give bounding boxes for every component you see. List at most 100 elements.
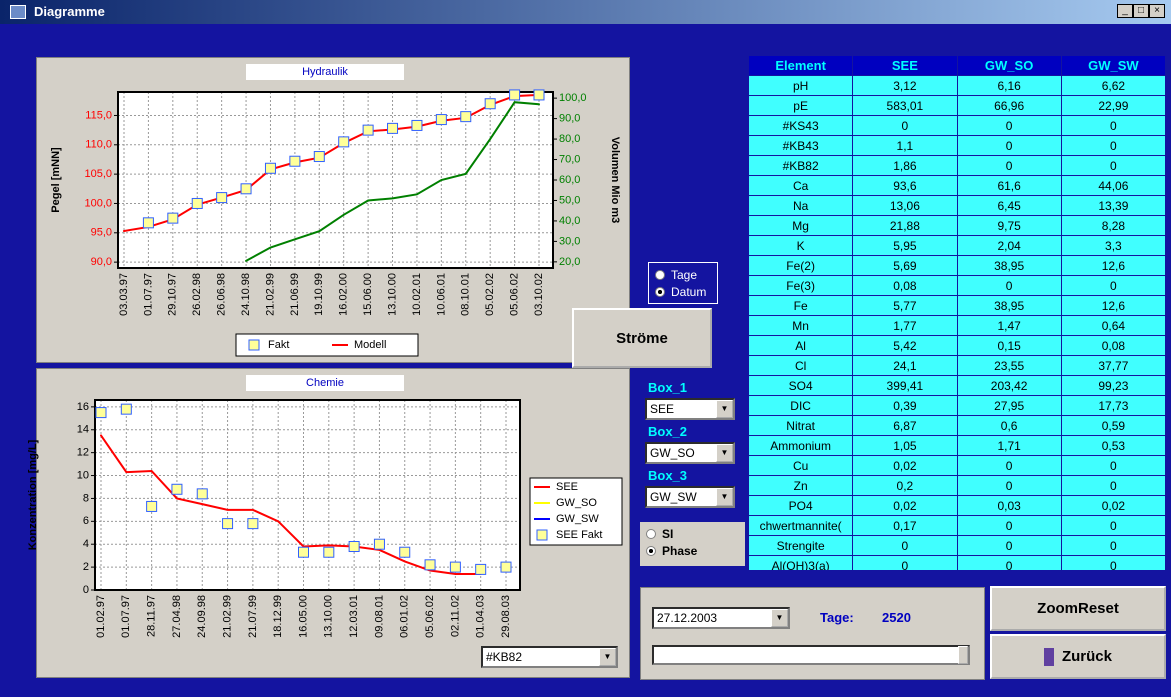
back-button[interactable]: Zurück <box>990 634 1166 679</box>
table-row: #KS43 0 0 0 <box>748 115 1166 136</box>
table-cell: Zn <box>748 475 854 496</box>
table-row: #KB82 1,86 0 0 <box>748 155 1166 176</box>
box-select[interactable]: SEE ▼ <box>645 398 735 420</box>
radio-option[interactable]: Datum <box>655 284 711 301</box>
table-cell: 0 <box>1060 475 1166 496</box>
table-cell: Al(OH)3(a) <box>748 555 854 570</box>
table-cell: 38,95 <box>956 255 1062 276</box>
radio-dot[interactable] <box>646 529 656 539</box>
table-cell: 1,77 <box>852 315 958 336</box>
radio-option[interactable]: Tage <box>655 267 711 284</box>
chart-selector[interactable]: #KB82 ▼ <box>481 646 618 668</box>
zoom-reset-button[interactable]: ZoomReset <box>990 586 1166 631</box>
table-cell: 0 <box>956 155 1062 176</box>
table-cell: 1,86 <box>852 155 958 176</box>
dropdown-arrow: ▼ <box>716 444 733 462</box>
table-cell: 0 <box>1060 155 1166 176</box>
table-cell: 0 <box>1060 275 1166 296</box>
table-cell: 0,2 <box>852 475 958 496</box>
table-cell: 0 <box>1060 555 1166 570</box>
table-cell: #KB82 <box>748 155 854 176</box>
back-label: Zurück <box>1061 648 1112 665</box>
table-cell: 8,28 <box>1060 215 1166 236</box>
table-cell: 0,02 <box>852 495 958 516</box>
app-icon <box>10 5 26 19</box>
table-row: K 5,95 2,04 3,3 <box>748 235 1166 256</box>
close-button[interactable]: × <box>1149 4 1165 18</box>
box-label: Box_1 <box>648 380 688 395</box>
table-cell: Fe(3) <box>748 275 854 296</box>
table-cell: Ammonium <box>748 435 854 456</box>
table-header: Element SEE GW_SO GW_SW <box>748 55 1166 76</box>
table-cell: DIC <box>748 395 854 416</box>
box-label: Box_3 <box>648 468 688 483</box>
table-row: Fe(2) 5,69 38,95 12,6 <box>748 255 1166 276</box>
table-cell: Fe <box>748 295 854 316</box>
table-cell: 0,08 <box>1060 335 1166 356</box>
table-cell: 0 <box>852 115 958 136</box>
hydraulik-panel <box>36 57 630 363</box>
radio-option[interactable]: Phase <box>646 543 739 560</box>
radio-label: SI <box>662 527 674 541</box>
table-cell: 1,05 <box>852 435 958 456</box>
table-row: DIC 0,39 27,95 17,73 <box>748 395 1166 416</box>
table-cell: 0 <box>956 515 1062 536</box>
table-cell: SO4 <box>748 375 854 396</box>
maximize-button[interactable]: □ <box>1133 4 1149 18</box>
table-row: Al(OH)3(a) 0 0 0 <box>748 555 1166 570</box>
radio-dot[interactable] <box>655 287 665 297</box>
dropdown-arrow: ▼ <box>599 648 616 666</box>
table-cell: 203,42 <box>956 375 1062 396</box>
dropdown-arrow: ▼ <box>716 488 733 506</box>
result-table: Element SEE GW_SO GW_SW pH 3,12 6,16 6,62 pE 583,… <box>748 55 1166 570</box>
radio-dot[interactable] <box>646 546 656 556</box>
table-row: Strengite 0 0 0 <box>748 535 1166 556</box>
radio-label: Datum <box>671 285 707 299</box>
table-cell: 3,12 <box>852 75 958 96</box>
time-slider[interactable] <box>652 645 970 665</box>
slider-thumb[interactable] <box>958 646 968 664</box>
zoom-reset-label: ZoomReset <box>1037 600 1119 617</box>
table-cell: Nitrat <box>748 415 854 436</box>
table-cell: 22,99 <box>1060 95 1166 116</box>
table-cell: 13,06 <box>852 195 958 216</box>
date-selector[interactable]: 27.12.2003 ▼ <box>652 607 790 629</box>
table-cell: 61,6 <box>956 175 1062 196</box>
stroeme-button[interactable]: Ströme <box>572 308 712 368</box>
table-cell: 12,6 <box>1060 295 1166 316</box>
table-cell: 5,95 <box>852 235 958 256</box>
table-cell: 0,17 <box>852 515 958 536</box>
table-cell: Fe(2) <box>748 255 854 276</box>
table-cell: Mn <box>748 315 854 336</box>
radio-dot[interactable] <box>655 270 665 280</box>
table-cell: 93,6 <box>852 175 958 196</box>
table-cell: Strengite <box>748 535 854 556</box>
minimize-button[interactable]: _ <box>1117 4 1133 18</box>
box-select[interactable]: GW_SO ▼ <box>645 442 735 464</box>
table-row: Cu 0,02 0 0 <box>748 455 1166 476</box>
box-select[interactable]: GW_SW ▼ <box>645 486 735 508</box>
table-cell: #KS43 <box>748 115 854 136</box>
table-cell: 66,96 <box>956 95 1062 116</box>
table-cell: 1,1 <box>852 135 958 156</box>
window-title: Diagramme <box>34 4 105 19</box>
table-cell: 0,02 <box>852 455 958 476</box>
header-cell: GW_SO <box>956 55 1062 76</box>
table-cell: 0 <box>956 475 1062 496</box>
table-cell: pE <box>748 95 854 116</box>
table-cell: 13,39 <box>1060 195 1166 216</box>
table-cell: 0,03 <box>956 495 1062 516</box>
table-row: PO4 0,02 0,03 0,02 <box>748 495 1166 516</box>
table-cell: 23,55 <box>956 355 1062 376</box>
table-cell: 583,01 <box>852 95 958 116</box>
table-cell: 44,06 <box>1060 175 1166 196</box>
radio-option[interactable]: SI <box>646 526 739 543</box>
table-cell: 0 <box>956 535 1062 556</box>
table-cell: 6,62 <box>1060 75 1166 96</box>
table-cell: 0 <box>956 135 1062 156</box>
table-cell: K <box>748 235 854 256</box>
table-row: Cl 24,1 23,55 37,77 <box>748 355 1166 376</box>
table-cell: 0,59 <box>1060 415 1166 436</box>
table-cell: 0 <box>956 555 1062 570</box>
